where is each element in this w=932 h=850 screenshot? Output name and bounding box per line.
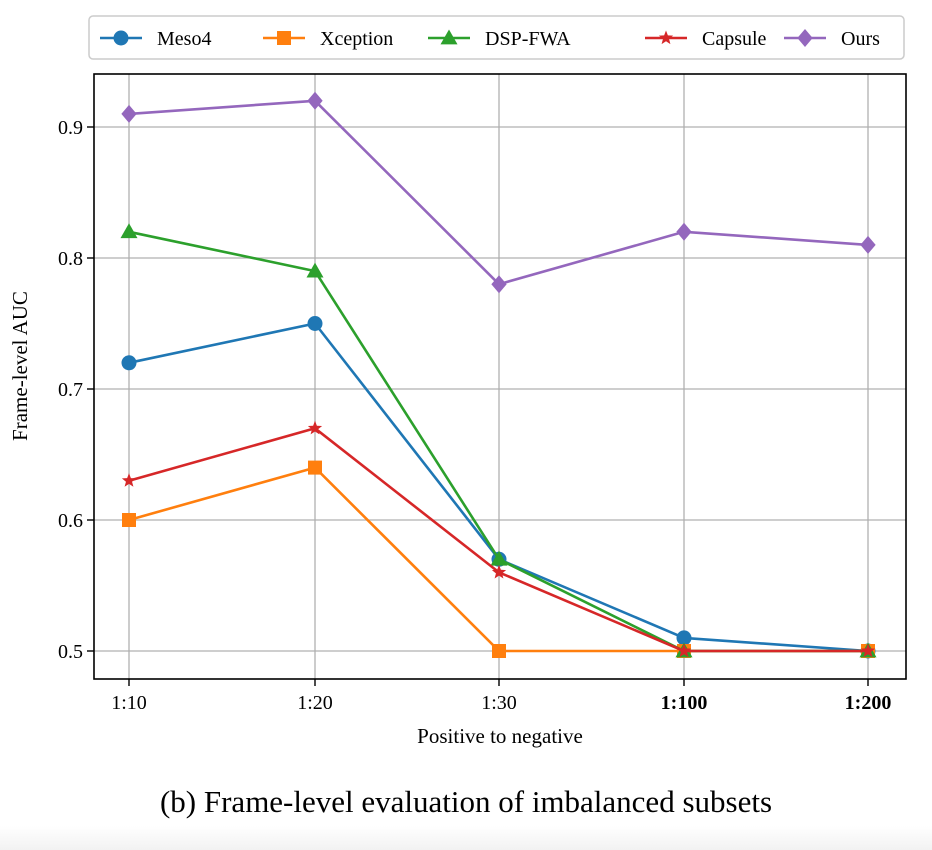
y-tick-label-4: 0.9 bbox=[58, 117, 83, 139]
data-point-xception-2 bbox=[492, 644, 506, 658]
data-point-capsule-0 bbox=[121, 473, 137, 487]
x-axis-label: Positive to negative bbox=[417, 724, 583, 748]
x-tick-label-4: 1:200 bbox=[845, 692, 892, 714]
data-point-meso4-0 bbox=[121, 355, 137, 371]
legend-marker-capsule bbox=[658, 30, 674, 45]
data-point-xception-1 bbox=[308, 460, 322, 475]
y-tick-label-3: 0.8 bbox=[58, 248, 83, 270]
grid bbox=[94, 74, 906, 679]
data-point-dsp-fwa-0 bbox=[120, 223, 138, 239]
figure-caption: (b) Frame-level evaluation of imbalanced… bbox=[159, 784, 773, 819]
y-tick-label-2: 0.7 bbox=[58, 379, 83, 401]
legend-box bbox=[88, 15, 905, 60]
legend-label-xception: Xception bbox=[320, 28, 393, 50]
x-tick-label-0: 1:10 bbox=[111, 692, 147, 714]
x-tick-label-3: 1:100 bbox=[661, 692, 708, 714]
y-axis-label: Frame-level AUC bbox=[8, 291, 32, 441]
data-point-dsp-fwa-1 bbox=[306, 262, 324, 278]
legend-entry-dsp-fwa: DSP-FWA bbox=[428, 28, 571, 50]
series-ours bbox=[121, 91, 876, 294]
x-tick-label-1: 1:20 bbox=[297, 692, 333, 714]
series-layer bbox=[120, 91, 877, 659]
legend-entry-ours: Ours bbox=[784, 28, 880, 50]
legend-marker-ours bbox=[797, 29, 813, 47]
data-point-dsp-fwa-2 bbox=[490, 550, 508, 566]
legend-label-dsp-fwa: DSP-FWA bbox=[485, 28, 571, 50]
y-tick-label-1: 0.6 bbox=[58, 510, 83, 532]
legend-marker-dsp-fwa bbox=[440, 29, 458, 45]
data-point-capsule-1 bbox=[307, 420, 323, 435]
data-point-xception-0 bbox=[122, 513, 136, 527]
legend-entry-xception: Xception bbox=[263, 28, 393, 50]
data-point-ours-0 bbox=[121, 104, 137, 123]
x-tick-label-2: 1:30 bbox=[481, 692, 517, 714]
ticks: 1:10 1:20 1:30 1:100 1:200 0.5 0.6 0.7 0.8 0.9 bbox=[58, 117, 891, 714]
legend-label-capsule: Capsule bbox=[702, 28, 767, 50]
legend-entry-meso4: Meso4 bbox=[100, 28, 211, 50]
legend-marker-xception bbox=[277, 31, 291, 45]
data-point-capsule-4 bbox=[860, 643, 876, 658]
data-point-ours-1 bbox=[307, 91, 323, 110]
data-point-meso4-1 bbox=[307, 316, 323, 331]
data-point-capsule-2 bbox=[491, 564, 507, 579]
series-capsule bbox=[121, 420, 876, 658]
data-point-ours-3 bbox=[676, 222, 692, 241]
plot-frame bbox=[93, 73, 907, 680]
legend-marker-meso4 bbox=[113, 30, 129, 46]
legend-label-ours: Ours bbox=[841, 28, 880, 50]
legend: Meso4 Xception DSP-FWA Capsule Ours bbox=[88, 15, 905, 60]
data-point-ours-4 bbox=[860, 235, 876, 254]
line-chart: 1:10 1:20 1:30 1:100 1:200 0.5 0.6 0.7 0.8 0.9 Po… bbox=[8, 15, 907, 748]
bottom-band bbox=[0, 826, 932, 850]
data-point-ours-2 bbox=[491, 275, 507, 294]
data-point-meso4-3 bbox=[676, 630, 692, 646]
legend-entry-capsule: Capsule bbox=[645, 28, 767, 50]
legend-label-meso4: Meso4 bbox=[157, 28, 211, 50]
y-tick-label-0: 0.5 bbox=[58, 641, 83, 663]
data-point-capsule-3 bbox=[676, 643, 692, 658]
